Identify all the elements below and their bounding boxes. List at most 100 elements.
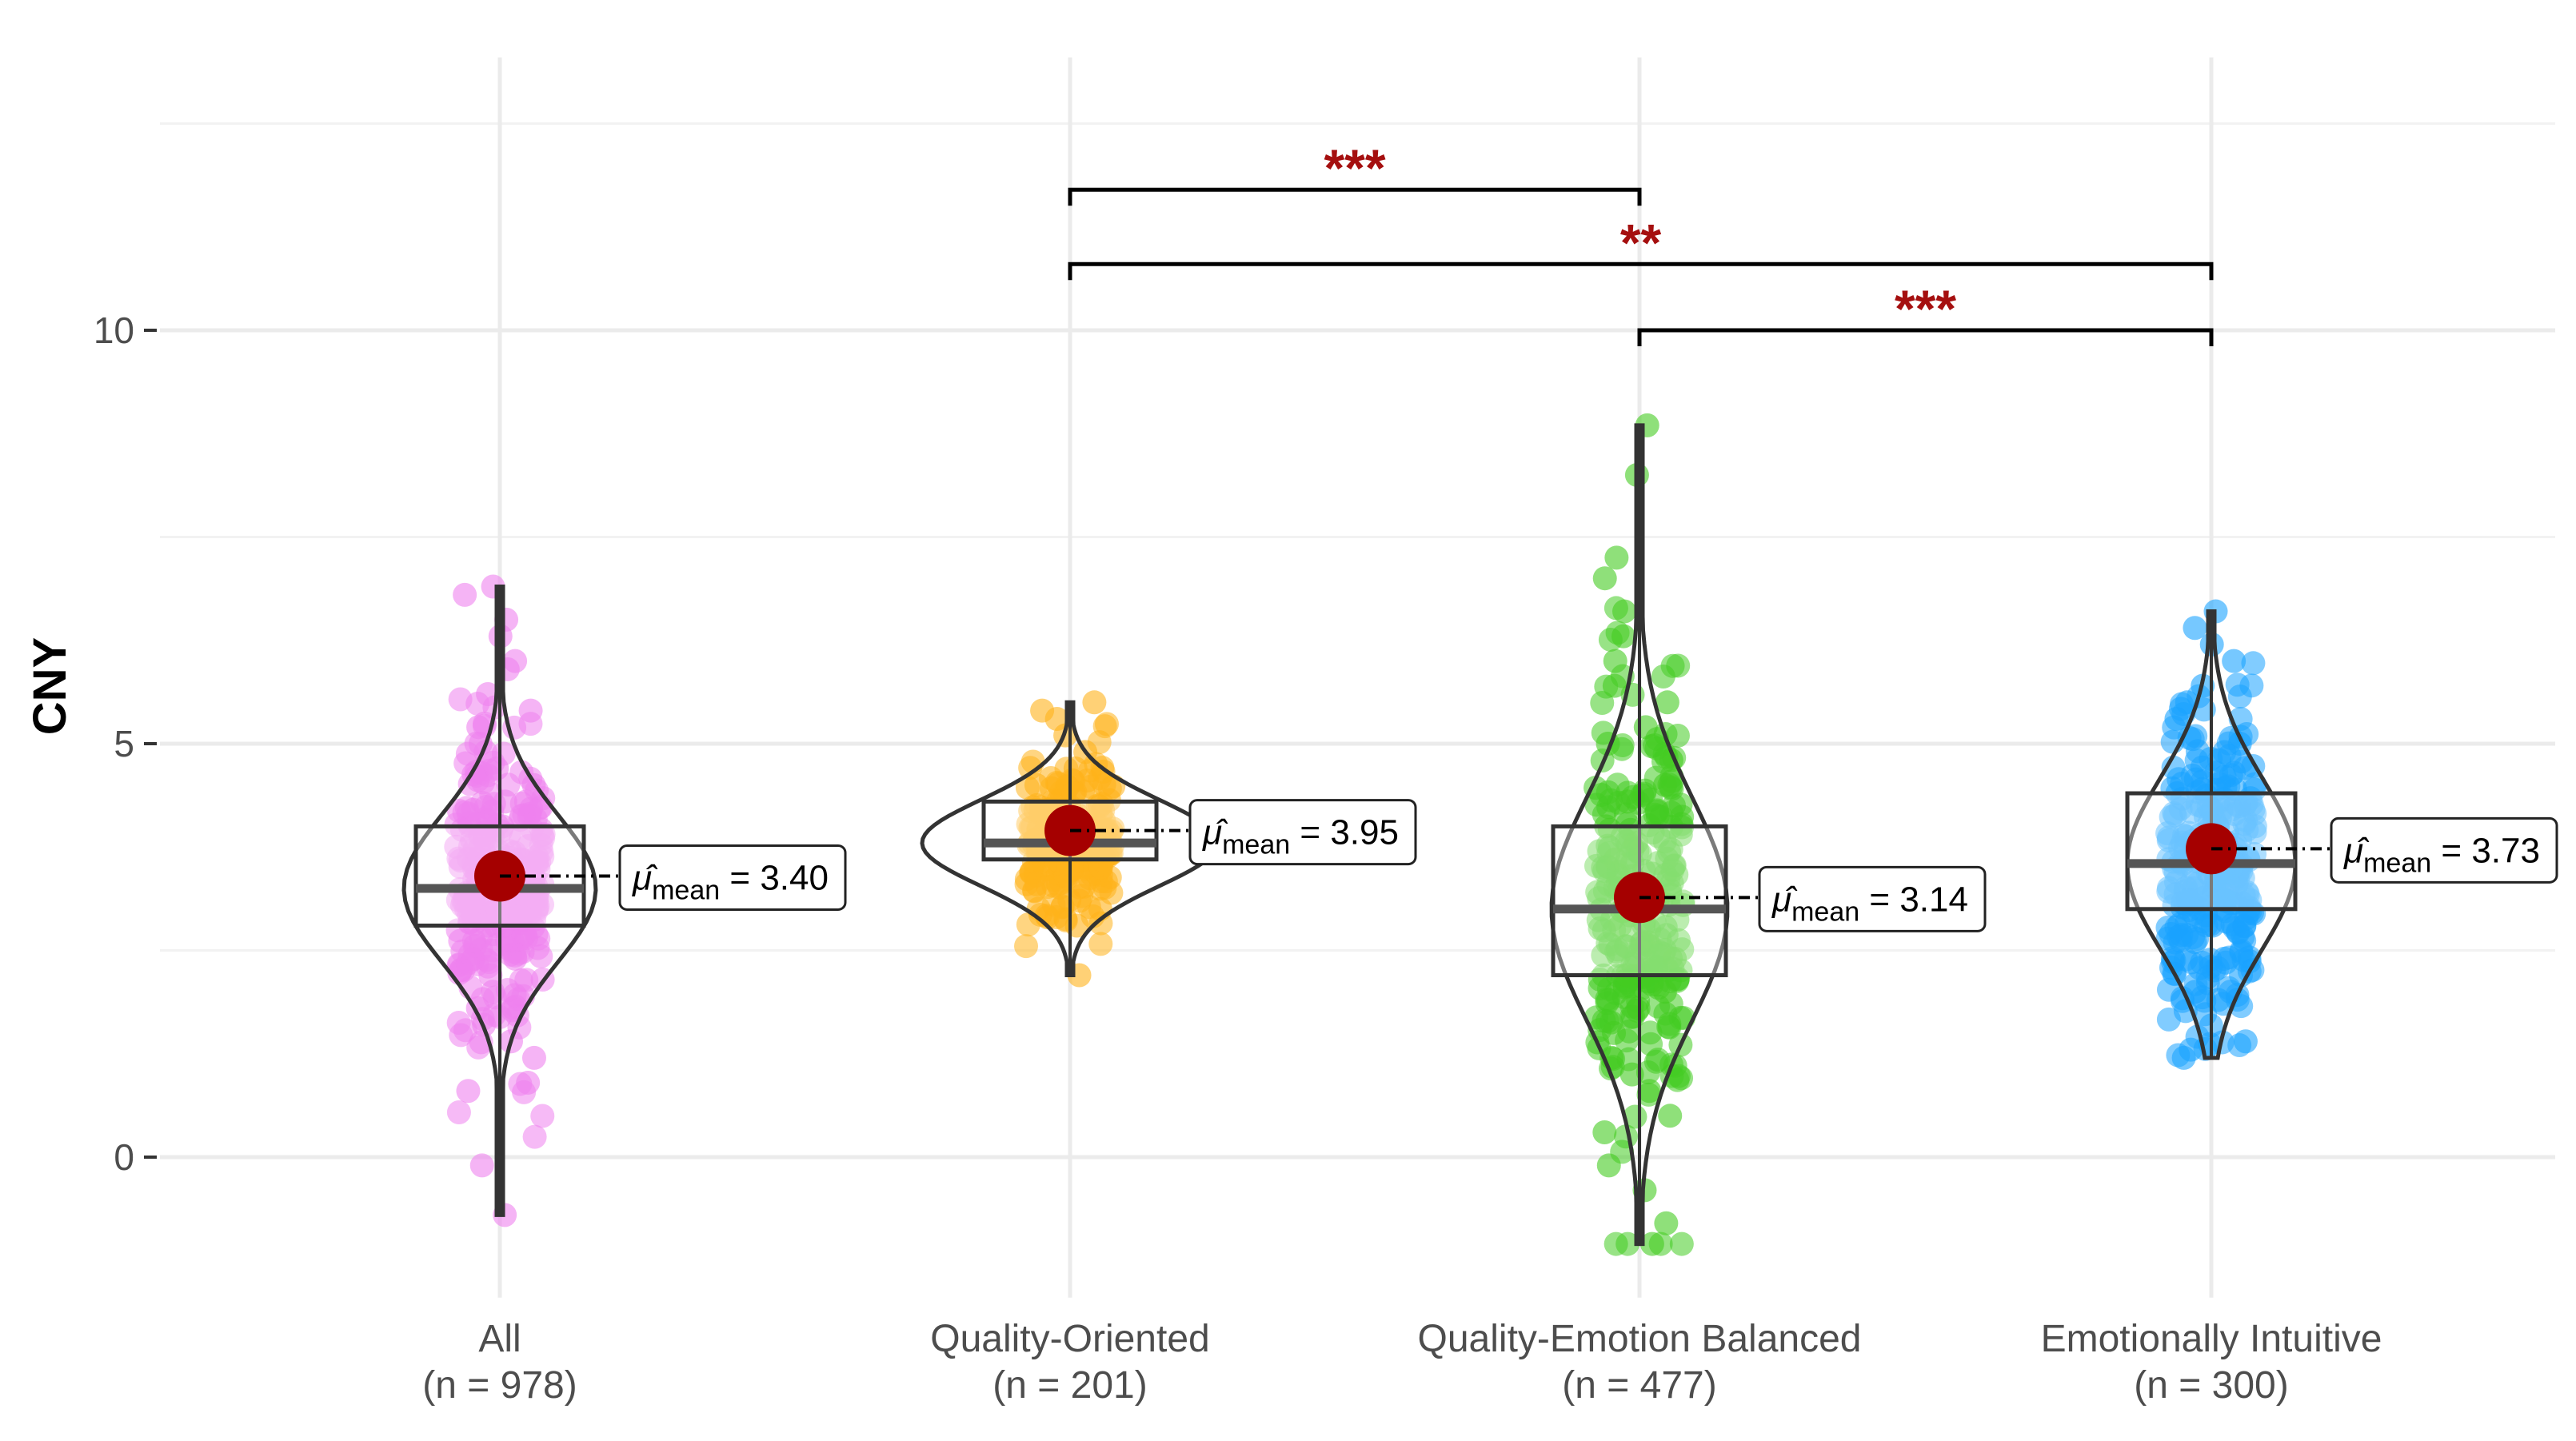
data-point xyxy=(1639,1231,1664,1256)
x-tick-sample-size: (n = 477) xyxy=(1562,1364,1716,1407)
group-emotionally-intuitive: μ̂mean = 3.73 xyxy=(2125,599,2558,1070)
mean-label-box xyxy=(2330,816,2558,884)
data-point xyxy=(1631,975,1655,1000)
data-point xyxy=(1615,789,1639,814)
data-point xyxy=(2183,980,2207,1004)
data-point xyxy=(2183,930,2207,955)
data-point xyxy=(529,944,553,968)
data-point xyxy=(1014,934,1039,959)
mean-value: = 3.40 xyxy=(720,858,829,897)
mean-label-box xyxy=(1758,865,1987,932)
data-point xyxy=(2227,684,2252,709)
data-point xyxy=(1652,980,1677,1004)
data-point xyxy=(1602,673,1627,698)
data-point xyxy=(1061,781,1086,806)
data-point xyxy=(2164,706,2189,731)
y-tick-label: 10 xyxy=(94,309,134,351)
violin-outline xyxy=(920,700,1220,978)
x-tick-label: All xyxy=(478,1318,521,1360)
data-point xyxy=(2184,748,2209,772)
mean-value: = 3.95 xyxy=(1290,813,1399,852)
data-point xyxy=(466,1035,491,1060)
data-point xyxy=(456,1079,481,1104)
mean-label: μ̂mean = 3.40 xyxy=(632,858,829,905)
data-point xyxy=(453,888,477,913)
data-point xyxy=(1088,856,1113,880)
data-point xyxy=(485,896,509,920)
data-point xyxy=(2229,963,2254,988)
data-point xyxy=(2241,651,2266,676)
data-point xyxy=(1612,599,1637,624)
data-point xyxy=(1602,1020,1627,1045)
data-point xyxy=(1655,690,1679,715)
group-quality-emotion-balanced: μ̂mean = 3.14 xyxy=(1549,413,1987,1256)
data-point xyxy=(1596,1153,1621,1178)
x-tick-sample-size: (n = 978) xyxy=(422,1364,577,1407)
data-point xyxy=(2171,1045,2196,1070)
data-point xyxy=(1053,864,1078,888)
significance-label: ** xyxy=(1620,213,1662,272)
data-point xyxy=(1643,1049,1668,1074)
data-point xyxy=(513,921,537,946)
data-point xyxy=(1603,649,1627,673)
data-point xyxy=(1654,1211,1679,1235)
mean-value: = 3.73 xyxy=(2431,831,2540,870)
data-point xyxy=(1023,797,1048,822)
data-point xyxy=(1633,715,1658,740)
mean-value: = 3.14 xyxy=(1859,880,1968,919)
data-point xyxy=(446,1100,471,1125)
x-tick-label: Quality-Emotion Balanced xyxy=(1418,1318,1862,1360)
significance-bracket xyxy=(1637,328,2214,346)
data-point xyxy=(1089,792,1114,816)
data-point xyxy=(493,789,517,814)
data-point xyxy=(1649,804,1674,829)
mean-subscript: mean xyxy=(652,875,720,905)
data-point xyxy=(1603,847,1627,872)
data-point xyxy=(1026,819,1051,844)
data-point xyxy=(1659,837,1683,862)
data-point xyxy=(469,1153,494,1178)
data-point xyxy=(1635,930,1660,955)
data-point xyxy=(516,1070,541,1095)
data-point xyxy=(1660,653,1685,678)
data-point xyxy=(530,1104,555,1128)
mean-subscript: mean xyxy=(2363,848,2431,878)
data-point xyxy=(453,582,477,607)
y-tick-label: 0 xyxy=(114,1136,134,1178)
groups-layer: μ̂mean = 3.40 μ̂mean = 3.95 μ̂mean = 3.14 μ… xyxy=(401,413,2558,1256)
significance-label: *** xyxy=(1324,138,1385,198)
data-point xyxy=(2183,616,2207,641)
data-point xyxy=(468,822,493,847)
data-point xyxy=(446,1010,471,1035)
data-point xyxy=(2161,755,2186,780)
data-point xyxy=(2222,649,2247,673)
data-point xyxy=(1604,1231,1628,1256)
data-point xyxy=(1659,871,1684,896)
data-point xyxy=(509,804,534,828)
data-point xyxy=(1665,723,1690,748)
violin-outline xyxy=(2125,609,2298,1060)
data-point xyxy=(1623,831,1648,856)
violin-outline xyxy=(401,585,598,1217)
data-point xyxy=(1604,939,1629,964)
y-axis-label: CNY xyxy=(24,637,76,735)
mean-subscript: mean xyxy=(1222,830,1290,860)
data-point xyxy=(503,946,528,971)
data-point xyxy=(1608,913,1632,938)
data-point xyxy=(527,850,552,875)
data-point xyxy=(2243,777,2267,802)
data-point xyxy=(1063,756,1088,781)
data-point xyxy=(1587,886,1611,911)
significance-bracket xyxy=(1068,187,1642,206)
data-point xyxy=(1657,1012,1682,1036)
axis-layer: 0 5 10 All(n = 978) Quality-Oriented(n = 201… xyxy=(94,309,2382,1407)
data-point xyxy=(2163,803,2188,828)
data-point xyxy=(1592,566,1617,591)
data-point xyxy=(1604,545,1629,570)
data-point xyxy=(2212,764,2237,789)
data-point xyxy=(1637,1079,1662,1104)
x-tick-label: Emotionally Intuitive xyxy=(2041,1318,2382,1360)
data-point xyxy=(2174,876,2199,900)
data-point xyxy=(2233,1029,2258,1054)
